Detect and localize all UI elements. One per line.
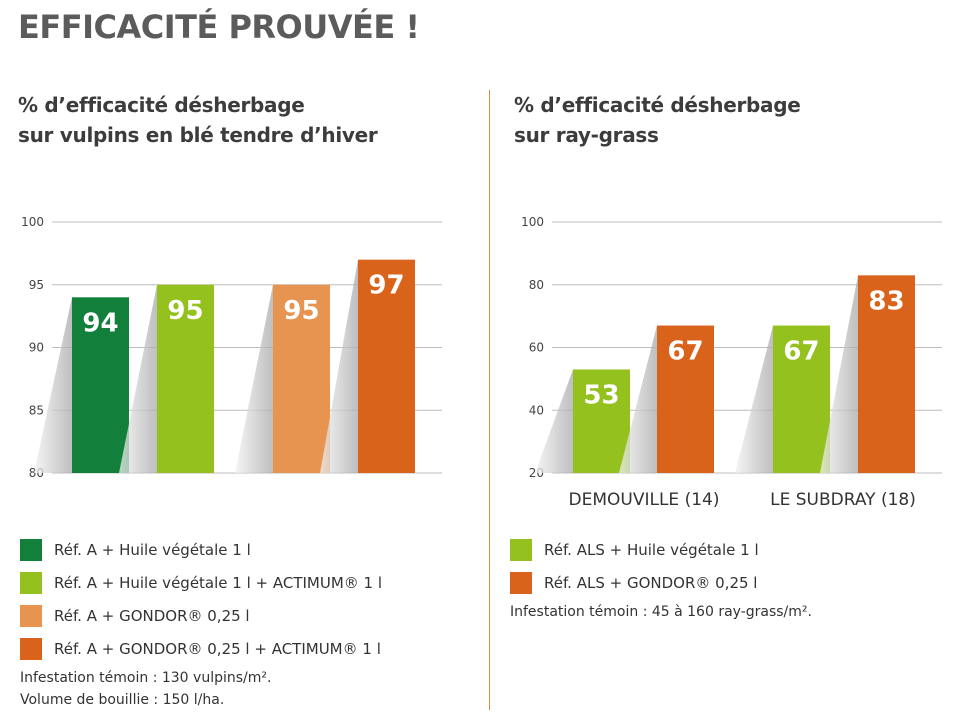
chart2-legend-item: Réf. ALS + GONDOR® 0,25 l bbox=[510, 566, 759, 599]
bar-shadow bbox=[735, 325, 773, 473]
legend-swatch bbox=[510, 571, 532, 594]
panel-divider bbox=[489, 90, 490, 710]
bar-value-label: 95 bbox=[283, 296, 319, 326]
legend-swatch bbox=[20, 538, 42, 561]
bar-shadow bbox=[535, 369, 573, 473]
chart1-title-line2: sur vulpins en blé tendre d’hiver bbox=[18, 123, 378, 147]
y-tick-label: 95 bbox=[29, 278, 44, 292]
chart1-title: % d’efficacité désherbage sur vulpins en… bbox=[18, 90, 378, 150]
category-label: LE SUBDRAY (18) bbox=[770, 490, 916, 510]
bar-shadow bbox=[820, 275, 858, 473]
bar-shadow bbox=[235, 284, 273, 473]
bar bbox=[157, 284, 214, 473]
bar bbox=[858, 275, 915, 473]
bar bbox=[72, 297, 129, 473]
chart2-legend-item: Réf. ALS + Huile végétale 1 l bbox=[510, 533, 759, 566]
chart2-title-line2: sur ray-grass bbox=[514, 123, 659, 147]
legend-swatch bbox=[20, 571, 42, 594]
y-tick-label: 40 bbox=[529, 403, 544, 417]
bar-value-label: 83 bbox=[868, 286, 904, 316]
bar-shadow bbox=[119, 284, 157, 473]
chart2-note-infestation: Infestation témoin : 45 à 160 ray-grass/… bbox=[510, 604, 812, 620]
y-tick-label: 100 bbox=[21, 215, 44, 229]
bar-shadow bbox=[619, 325, 657, 473]
legend-label: Réf. A + GONDOR® 0,25 l bbox=[54, 606, 250, 625]
legend-swatch bbox=[510, 538, 532, 561]
legend-label: Réf. A + GONDOR® 0,25 l + ACTIMUM® 1 l bbox=[54, 639, 381, 658]
bar-shadow bbox=[34, 297, 72, 473]
legend-swatch bbox=[20, 604, 42, 627]
bar bbox=[273, 284, 330, 473]
chart1-legend-item: Réf. A + GONDOR® 0,25 l bbox=[20, 599, 382, 632]
y-tick-label: 100 bbox=[521, 215, 544, 229]
chart1-legend-item: Réf. A + Huile végétale 1 l + ACTIMUM® 1… bbox=[20, 566, 382, 599]
bar-value-label: 97 bbox=[368, 271, 404, 301]
chart1-note-volume: Volume de bouillie : 150 l/ha. bbox=[20, 692, 225, 708]
chart2-legend: Réf. ALS + Huile végétale 1 l Réf. ALS +… bbox=[510, 533, 759, 599]
bar-shadow bbox=[320, 259, 358, 473]
bar bbox=[358, 259, 415, 473]
y-tick-label: 60 bbox=[529, 341, 544, 355]
bar-value-label: 67 bbox=[667, 337, 703, 367]
legend-swatch bbox=[20, 637, 42, 660]
legend-label: Réf. A + Huile végétale 1 l + ACTIMUM® 1… bbox=[54, 573, 383, 592]
bar-value-label: 53 bbox=[583, 380, 619, 410]
y-tick-label: 80 bbox=[529, 278, 544, 292]
chart1-legend-item: Réf. A + Huile végétale 1 l bbox=[20, 533, 382, 566]
legend-label: Réf. A + Huile végétale 1 l bbox=[54, 540, 251, 559]
bar-value-label: 94 bbox=[82, 308, 118, 338]
bar-value-label: 95 bbox=[167, 296, 203, 326]
bar bbox=[773, 325, 830, 473]
y-tick-label: 90 bbox=[29, 341, 44, 355]
y-tick-label: 85 bbox=[29, 403, 44, 417]
bar-value-label: 67 bbox=[783, 337, 819, 367]
page-title: EFFICACITÉ PROUVÉE ! bbox=[18, 8, 420, 46]
chart1-legend: Réf. A + Huile végétale 1 l Réf. A + Hui… bbox=[20, 533, 382, 665]
bar bbox=[573, 369, 630, 473]
chart1-plot: 8085909510094959597 bbox=[21, 215, 442, 480]
legend-label: Réf. ALS + Huile végétale 1 l bbox=[544, 540, 759, 559]
legend-label: Réf. ALS + GONDOR® 0,25 l bbox=[544, 573, 758, 592]
category-label: DEMOUVILLE (14) bbox=[569, 490, 720, 510]
chart1-note-infestation: Infestation témoin : 130 vulpins/m². bbox=[20, 670, 272, 686]
chart2-title-line1: % d’efficacité désherbage bbox=[514, 93, 801, 117]
chart1-title-line1: % d’efficacité désherbage bbox=[18, 93, 305, 117]
bar bbox=[657, 325, 714, 473]
chart1-legend-item: Réf. A + GONDOR® 0,25 l + ACTIMUM® 1 l bbox=[20, 632, 382, 665]
chart2-title: % d’efficacité désherbage sur ray-grass bbox=[514, 90, 801, 150]
chart2-plot: 2040608010053676783DEMOUVILLE (14)LE SUB… bbox=[521, 215, 942, 510]
